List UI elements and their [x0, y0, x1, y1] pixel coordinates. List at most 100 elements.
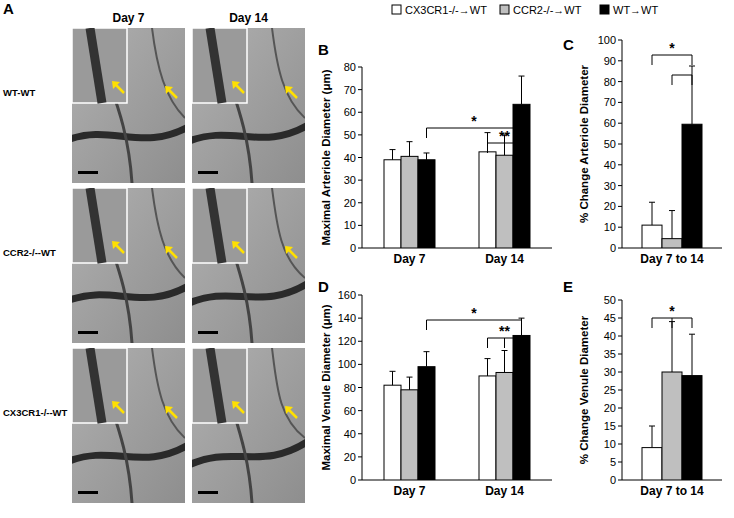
bracket-leg: [504, 338, 505, 348]
vessel: [272, 28, 305, 118]
error-line: [409, 142, 410, 157]
y-tick: [618, 81, 622, 82]
arrowhead: [232, 401, 240, 409]
y-tick: [358, 202, 362, 203]
vessel: [152, 188, 185, 278]
error-line: [487, 359, 488, 376]
y-tick-label: 20: [344, 451, 356, 463]
y-tick: [618, 444, 622, 445]
error-cap: [485, 358, 491, 359]
legend-entry: CX3CR1-/-→WT: [405, 4, 487, 16]
y-tick: [618, 185, 622, 186]
bracket-leg: [521, 128, 522, 138]
bar: [513, 104, 530, 248]
error-line: [692, 334, 693, 375]
y-tick-label: 60: [604, 117, 616, 129]
y-tick: [618, 372, 622, 373]
x-tick-label: Day 7 to 14: [640, 252, 704, 266]
inset: [192, 28, 247, 103]
arrowhead: [165, 86, 173, 94]
chart: C0102030405060708090100% Change Arteriol…: [563, 34, 722, 266]
y-tick-label: 40: [344, 152, 356, 164]
error-line: [409, 377, 410, 390]
error-line: [521, 318, 522, 335]
bracket-leg: [692, 55, 693, 65]
bars: [642, 322, 702, 480]
panel-letter: A: [3, 0, 14, 17]
significance: *: [669, 40, 675, 56]
y-tick: [618, 318, 622, 319]
error-line: [672, 322, 673, 372]
panel-letter: B: [318, 41, 329, 58]
y-axis-title: Maximal Venule Diameter (μm): [320, 304, 332, 470]
y-tick: [358, 112, 362, 113]
y-tick-label: 60: [344, 106, 356, 118]
error-cap: [519, 76, 525, 77]
inset: [192, 188, 247, 263]
x-tick-label: Day 7: [393, 484, 425, 498]
y-tick: [618, 248, 622, 249]
image-bg: [192, 28, 305, 183]
arrowhead: [112, 81, 120, 89]
error-bar: [407, 377, 413, 390]
y-tick-label: 45: [604, 312, 616, 324]
y-tick: [618, 164, 622, 165]
error-line: [672, 211, 673, 239]
row-label: WT-WT: [3, 87, 35, 98]
error-line: [504, 351, 505, 373]
arrowhead: [112, 401, 120, 409]
arrowhead: [285, 86, 293, 94]
inset: [72, 188, 127, 263]
y-tick-label: 15: [604, 420, 616, 432]
vessel: [192, 124, 305, 142]
error-cap: [649, 426, 655, 427]
error-cap: [689, 334, 695, 335]
bracket-leg: [672, 75, 673, 85]
legend-entry: CCR2-/-→WT: [513, 4, 582, 16]
significance: **: [499, 323, 510, 339]
y-tick-label: 40: [604, 330, 616, 342]
scale-bar: [198, 171, 218, 174]
bracket-leg: [521, 320, 522, 330]
vessel: [72, 285, 185, 301]
y-tick-label: 0: [350, 242, 356, 254]
error-bar: [502, 351, 508, 373]
y-tick: [618, 300, 622, 301]
y-tick-label: 160: [338, 289, 356, 301]
y-tick-label: 0: [610, 474, 616, 486]
y-tick: [358, 456, 362, 457]
y-tick-label: 30: [604, 180, 616, 192]
y-tick: [618, 336, 622, 337]
y-tick-label: 70: [604, 96, 616, 108]
bar: [496, 372, 513, 480]
bar: [401, 390, 418, 480]
error-line: [426, 153, 427, 160]
y-tick-label: 10: [604, 438, 616, 450]
y-tick: [358, 89, 362, 90]
error-bar: [669, 211, 675, 239]
error-cap: [485, 132, 491, 133]
error-cap: [669, 210, 675, 211]
column-label: Day 14: [229, 11, 268, 25]
y-tick-label: 80: [344, 382, 356, 394]
y-tick: [618, 206, 622, 207]
y-tick-label: 0: [350, 474, 356, 486]
y-tick: [618, 462, 622, 463]
error-bar: [649, 426, 655, 448]
y-tick-label: 60: [344, 405, 356, 417]
legend-swatch: [600, 5, 609, 14]
row-label: CCR2-/--WT: [3, 247, 56, 258]
y-axis-title: % Change Arteriole Diameter: [578, 64, 590, 223]
scale-bar: [198, 491, 218, 494]
bar: [513, 335, 530, 480]
micrograph: [192, 188, 305, 343]
arrowhead: [285, 246, 293, 254]
y-tick: [618, 408, 622, 409]
bar: [642, 225, 662, 248]
vessel: [210, 28, 222, 103]
y-tick-label: 0: [610, 242, 616, 254]
error-bar: [519, 318, 525, 335]
error-cap: [649, 202, 655, 203]
figure: ADay 7Day 14WT-WTCCR2-/--WTCX3CR1-/--WTC…: [0, 0, 734, 518]
bracket-leg: [426, 128, 427, 138]
